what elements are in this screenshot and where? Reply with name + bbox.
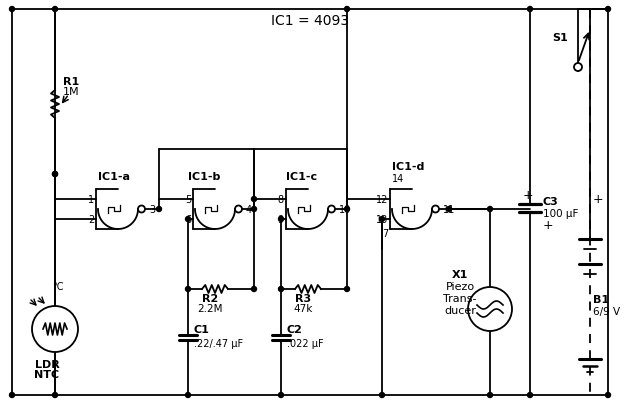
Circle shape: [32, 306, 78, 352]
Circle shape: [156, 207, 161, 212]
Text: B1: B1: [593, 294, 609, 304]
Circle shape: [379, 392, 384, 398]
Text: 1: 1: [88, 195, 94, 204]
Text: R3: R3: [295, 293, 311, 303]
Text: +: +: [593, 193, 604, 206]
Text: ducer: ducer: [444, 305, 476, 315]
Text: 6: 6: [185, 214, 191, 224]
Text: 10: 10: [339, 204, 351, 214]
Circle shape: [279, 287, 284, 292]
Circle shape: [186, 217, 191, 222]
Text: IC1-d: IC1-d: [392, 161, 424, 171]
Text: 13: 13: [376, 214, 388, 224]
Circle shape: [528, 7, 532, 12]
Circle shape: [432, 206, 439, 213]
Text: °C: °C: [52, 281, 64, 291]
Text: LDR: LDR: [34, 359, 59, 369]
Text: 14: 14: [392, 173, 404, 183]
Text: IC1-c: IC1-c: [286, 171, 317, 182]
Text: S1: S1: [552, 33, 568, 43]
Text: 9: 9: [278, 214, 284, 224]
Circle shape: [251, 287, 256, 292]
Circle shape: [52, 7, 57, 12]
Circle shape: [328, 206, 335, 213]
Text: 5: 5: [185, 195, 191, 204]
Circle shape: [9, 392, 14, 398]
Circle shape: [379, 217, 384, 222]
Text: 3: 3: [149, 204, 155, 214]
Text: R2: R2: [202, 293, 218, 303]
Text: +: +: [522, 189, 533, 202]
Text: 100 µF: 100 µF: [543, 209, 578, 218]
Text: 8: 8: [278, 195, 284, 204]
Circle shape: [138, 206, 145, 213]
Text: 47k: 47k: [293, 303, 312, 313]
Circle shape: [574, 64, 582, 72]
Circle shape: [251, 197, 256, 202]
Circle shape: [235, 206, 242, 213]
Circle shape: [279, 392, 284, 398]
Circle shape: [344, 287, 349, 292]
Circle shape: [528, 392, 532, 398]
Text: IC1 = 4093: IC1 = 4093: [271, 14, 349, 28]
Text: 7: 7: [382, 228, 388, 238]
Circle shape: [251, 207, 256, 212]
Circle shape: [446, 207, 451, 212]
Circle shape: [9, 7, 14, 12]
Text: X1: X1: [452, 269, 468, 279]
Text: 2: 2: [88, 214, 94, 224]
Circle shape: [606, 7, 611, 12]
Text: NTC: NTC: [34, 369, 59, 379]
Text: 11: 11: [443, 204, 455, 214]
Circle shape: [344, 207, 349, 212]
Circle shape: [52, 172, 57, 177]
Circle shape: [344, 7, 349, 12]
Circle shape: [279, 217, 284, 222]
Text: C2: C2: [287, 324, 303, 334]
Text: Piezo: Piezo: [446, 281, 474, 291]
Circle shape: [488, 392, 492, 398]
Text: 1M: 1M: [63, 87, 79, 97]
Text: .022 µF: .022 µF: [287, 338, 324, 348]
Text: 12: 12: [376, 195, 388, 204]
Circle shape: [186, 392, 191, 398]
Text: C1: C1: [194, 324, 210, 334]
Text: 2.2M: 2.2M: [198, 303, 222, 313]
Text: C3: C3: [543, 197, 559, 206]
Text: IC1-b: IC1-b: [188, 171, 221, 182]
Text: IC1-a: IC1-a: [98, 171, 130, 182]
Circle shape: [488, 207, 492, 212]
Circle shape: [52, 172, 57, 177]
Circle shape: [468, 287, 512, 331]
Circle shape: [186, 287, 191, 292]
Circle shape: [52, 392, 57, 398]
Text: +: +: [543, 219, 554, 232]
Text: 6/9 V: 6/9 V: [593, 306, 620, 316]
Text: .22/.47 µF: .22/.47 µF: [194, 338, 243, 348]
Text: Trans-: Trans-: [443, 293, 477, 303]
Text: R1: R1: [63, 77, 79, 87]
Text: 4: 4: [246, 204, 252, 214]
Circle shape: [606, 392, 611, 398]
